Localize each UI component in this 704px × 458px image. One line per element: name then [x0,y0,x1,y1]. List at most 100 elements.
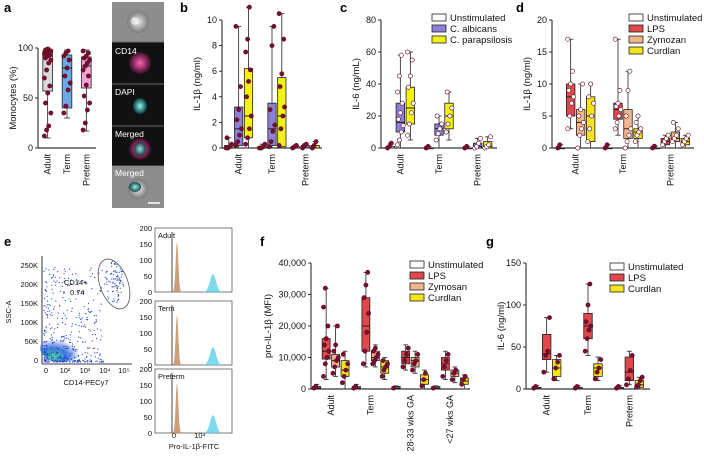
flow-event [77,340,79,342]
data-point [402,358,408,363]
data-point [488,134,493,140]
chart-g: 0 50 100 150 IL-6 (ng/ml) Adult Term Preterm Uns… [496,258,683,427]
data-point [267,107,273,112]
flow-event [45,313,47,315]
data-point [82,120,88,126]
data-point [375,351,381,357]
flow-event [85,326,87,328]
data-point [447,113,453,119]
histogram-peak [173,383,181,433]
flow-event [71,310,73,312]
flow-event [87,352,89,354]
flow-event [64,270,66,272]
flow-event [43,329,46,331]
flow-event [51,312,53,314]
x-category-label: Preterm [300,154,310,186]
flow-event [96,360,98,362]
flow-event [56,357,59,359]
flow-event [46,316,49,318]
flow-xtick: 0 [44,366,48,375]
flow-event [75,360,77,362]
flow-event [43,333,45,335]
legend-swatch [409,260,425,269]
merged-brightfield-nucleus [129,182,141,192]
data-point [476,140,481,146]
flow-event [63,339,65,341]
flow-event-gated [106,271,108,273]
flow-event-gated [114,278,116,280]
y-tick-label: 0 [212,143,217,153]
data-point [408,110,414,116]
flow-event [86,317,88,319]
data-point [282,104,287,110]
flow-event [45,345,47,347]
legend-label: LPS [647,24,665,35]
data-point [445,351,451,357]
data-point [224,135,230,141]
flow-event-gated [104,283,106,285]
y-axis-label: IL-6 (ng/mL) [351,58,362,110]
data-point [636,382,641,388]
data-point [278,126,284,132]
flow-event [56,327,59,329]
flow-event [53,341,55,343]
flow-event [49,314,52,316]
legend-swatch [628,24,644,33]
flow-event [67,338,70,340]
histogram-ytick: 150 [139,313,152,322]
histogram-ytick: 50 [144,345,152,354]
data-point [243,49,249,55]
flow-event-gated [119,287,121,289]
flow-event [88,328,90,331]
flow-event [97,348,99,350]
flow-event [57,348,59,350]
x-category-label: 28-33 wks GA [405,395,415,452]
flow-event [96,337,98,339]
flow-event [98,272,100,274]
flow-ytick: 200K [20,280,38,289]
data-point [303,141,309,147]
histogram-ytick: 50 [144,272,152,281]
histogram-ytick: 150 [139,381,152,390]
data-point [566,88,572,93]
flow-event [83,291,85,293]
flow-event [48,361,50,363]
y-tick-label: 50 [511,342,521,352]
flow-xtick: 10⁵ [118,366,129,375]
flow-event [94,356,97,358]
data-point [236,107,242,112]
flow-event [51,336,53,338]
data-point [632,139,638,144]
flow-event [45,330,47,332]
data-point [665,132,671,138]
flow-event [54,284,57,286]
data-point [567,113,573,119]
data-point [43,100,48,106]
flow-event [43,297,46,299]
legend-swatch [609,262,625,271]
flow-event [53,274,55,276]
flow-event [64,345,66,347]
flow-event [45,351,47,353]
panel-label-g: g [486,234,494,249]
data-point [81,93,87,99]
flow-event [63,357,65,359]
flow-event [76,349,78,351]
legend-swatch [409,282,425,291]
flow-event-gated [117,285,119,288]
x-category-label: Adult [571,154,581,175]
panel-label-f: f [260,234,265,249]
legend-swatch [431,24,447,33]
flow-event [75,298,77,300]
flow-event [59,356,61,359]
data-point [269,43,275,48]
data-point [635,113,641,119]
flow-event [78,331,80,333]
flow-event [80,337,82,339]
data-point [235,139,241,144]
flow-event [89,330,91,332]
data-point [44,67,49,73]
data-point [276,11,282,16]
data-point [594,369,600,375]
legend-swatch [409,293,425,302]
